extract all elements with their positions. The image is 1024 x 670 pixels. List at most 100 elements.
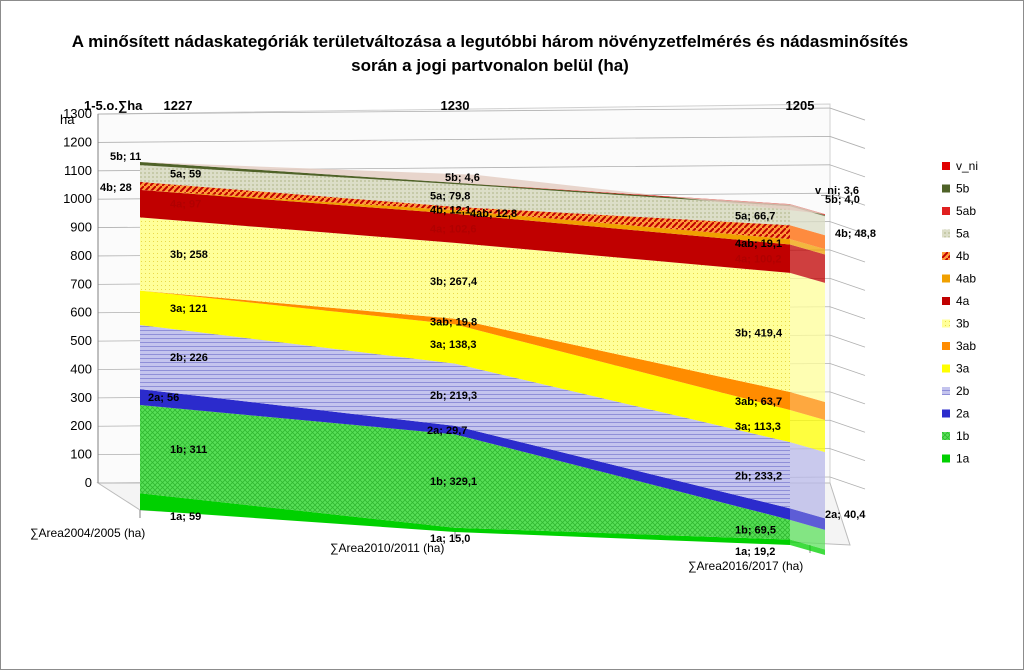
area-3a	[140, 290, 790, 443]
data-label-5a: 5a; 59	[170, 169, 201, 181]
legend-label-3ab: 3ab	[956, 339, 976, 353]
legend-label-2b: 2b	[956, 384, 970, 398]
data-label-4b: 4b; 12,1	[430, 204, 471, 216]
gridline-side	[829, 136, 866, 149]
legend-swatch-3a	[942, 364, 950, 373]
data-label-1b: 1b; 329,1	[430, 476, 477, 488]
area-side-3b	[790, 272, 825, 402]
data-label-4b: 4b; 48,8	[835, 228, 876, 240]
gridline-side	[829, 334, 866, 348]
gridline-side	[829, 448, 866, 461]
legend-swatch-2a	[942, 409, 950, 418]
data-label-2a: 2a; 56	[148, 392, 179, 404]
data-label-v_ni: v_ni; 3,6	[815, 185, 859, 197]
area-side-3a	[790, 410, 825, 453]
legend-label-5a: 5a	[956, 227, 970, 241]
y-tick-label: 600	[70, 305, 92, 320]
y-tick-label: 300	[70, 390, 92, 405]
y-axis-label: ha	[60, 112, 75, 127]
chart-title-line1: A minősített nádaskategóriák területvált…	[71, 32, 909, 51]
y-tick-label: 200	[70, 418, 92, 433]
legend-swatch-1a	[942, 454, 950, 463]
area-2b	[140, 324, 790, 509]
y-tick-label: 900	[70, 220, 92, 235]
y-tick-label: 0	[85, 475, 92, 490]
area-1b	[140, 404, 790, 540]
data-label-3b: 3b; 419,4	[735, 327, 783, 339]
data-label-4a: 4a; 102,6	[430, 223, 476, 235]
data-label-5a: 5a; 66,7	[735, 211, 775, 223]
y-tick-label: 1100	[64, 163, 92, 178]
data-label-2a: 2a; 40,4	[825, 509, 866, 521]
legend-swatch-3b	[942, 319, 950, 328]
gridline	[97, 107, 831, 115]
data-label-1a: 1a; 15,0	[430, 533, 470, 545]
y-tick-label: 100	[70, 447, 92, 462]
legend-label-3b: 3b	[956, 317, 970, 331]
legend-swatch-4ab	[942, 274, 950, 283]
gridline-side	[829, 107, 866, 121]
data-label-5b: 5b; 11	[110, 151, 141, 163]
legend-label-1b: 1b	[956, 429, 970, 443]
area-side-2b	[790, 442, 825, 519]
legend-label-1a: 1a	[956, 452, 970, 466]
legend-label-v_ni: v_ni	[956, 159, 978, 173]
area-4a	[140, 189, 790, 273]
legend-swatch-1b	[942, 432, 950, 440]
area-5a	[140, 165, 790, 226]
gridline-side	[829, 249, 866, 263]
legend-swatch-5ab	[942, 207, 950, 215]
gridline-side	[829, 221, 866, 234]
data-label-4ab: 4ab; 12,8	[470, 208, 517, 220]
y-tick-label: 400	[70, 361, 92, 376]
area-4b	[140, 181, 790, 240]
data-label-2b: 2b; 233,2	[735, 470, 782, 482]
legend-swatch-5a	[942, 229, 950, 238]
legend-label-4ab: 4ab	[956, 272, 976, 286]
chart-title-line2: során a jogi partvonalon belül (ha)	[351, 56, 629, 75]
x-category-label: ∑Area2016/2017 (ha)	[688, 559, 803, 573]
legend-label-5ab: 5ab	[956, 204, 976, 218]
gridline-side	[829, 306, 866, 320]
y-tick-label: 1300	[63, 106, 92, 121]
legend-label-4b: 4b	[956, 249, 970, 263]
gridline-side	[829, 164, 866, 178]
data-label-5b: 5b; 4,0	[825, 194, 860, 206]
gridline-side	[829, 476, 866, 490]
area-side-4b	[790, 225, 825, 250]
gridline-side	[829, 419, 866, 433]
legend-label-2a: 2a	[956, 407, 970, 421]
y-tick-label: 500	[70, 333, 92, 348]
data-label-5b: 5b; 4,6	[445, 172, 480, 184]
legend-swatch-4b	[942, 252, 950, 260]
data-label-3b: 3b; 258	[170, 249, 208, 261]
x-category-label: ∑Area2010/2011 (ha)	[330, 541, 444, 555]
x-category-label: ∑Area2004/2005 (ha)	[30, 526, 145, 540]
data-label-4a: 4a; 100,2	[735, 254, 781, 266]
data-label-3ab: 3ab; 19,8	[430, 317, 477, 329]
area-side-4ab	[790, 239, 825, 255]
total-value: 1230	[441, 98, 470, 113]
area-side-1b	[790, 519, 825, 550]
gridline-side	[829, 363, 866, 376]
area-side-1a	[790, 539, 825, 555]
total-value: 1205	[786, 98, 815, 113]
legend-swatch-4a	[942, 297, 950, 305]
data-label-1a: 1a; 19,2	[735, 546, 775, 558]
gridline-side	[829, 391, 866, 405]
data-label-4b: 4b; 28	[100, 182, 132, 194]
y-tick-label: 1200	[63, 134, 92, 149]
y-tick-label: 1000	[63, 191, 92, 206]
total-value: 1227	[164, 98, 193, 113]
legend-swatch-2b	[942, 387, 950, 395]
area-2a	[140, 389, 790, 520]
area-3b	[140, 217, 790, 392]
area-side-4a	[790, 244, 825, 283]
legend-label-5b: 5b	[956, 182, 970, 196]
legend-swatch-3ab	[942, 342, 950, 350]
data-label-3a: 3a; 138,3	[430, 339, 476, 351]
data-label-2b: 2b; 226	[170, 352, 208, 364]
area-side-3ab	[790, 391, 825, 421]
data-label-4a: 4a; 97	[170, 199, 201, 211]
legend-label-4a: 4a	[956, 294, 970, 308]
